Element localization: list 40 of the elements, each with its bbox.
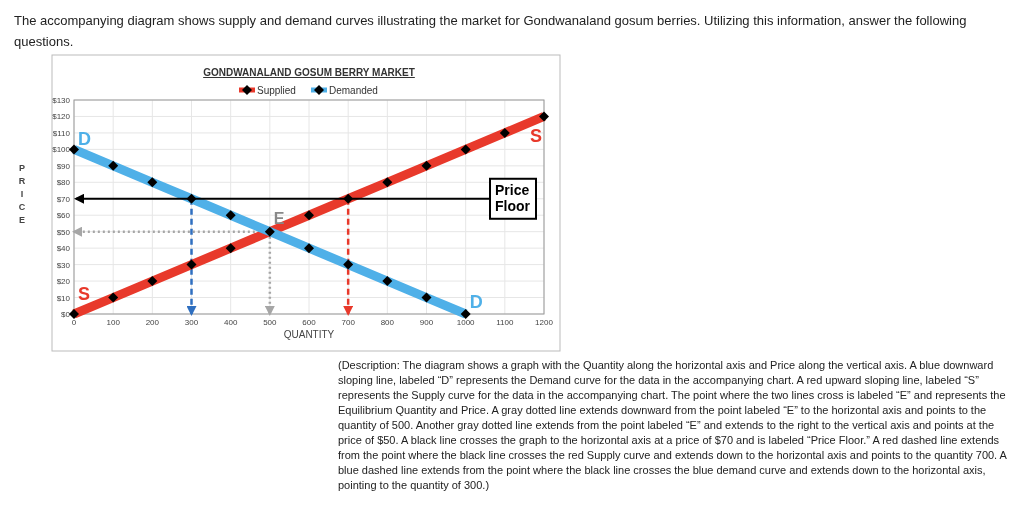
annotation: D bbox=[469, 292, 483, 312]
x-tick-label: 900 bbox=[419, 318, 434, 327]
x-tick-label: 0 bbox=[71, 318, 77, 327]
chart-title: GONDWANALAND GOSUM BERRY MARKET bbox=[203, 67, 415, 78]
x-tick-label: 500 bbox=[263, 318, 278, 327]
y-tick-label: $60 bbox=[56, 211, 71, 221]
y-tick-label: $100 bbox=[52, 145, 71, 155]
y-tick-label: $30 bbox=[56, 260, 71, 270]
y-tick-label: $10 bbox=[56, 293, 71, 303]
y-tick-label: $20 bbox=[56, 277, 71, 287]
x-tick-label: 200 bbox=[145, 318, 160, 327]
annotation: E bbox=[273, 209, 285, 227]
x-tick-label: 1000 bbox=[456, 318, 476, 327]
y-tick-label: $110 bbox=[52, 128, 71, 138]
annotation: S bbox=[529, 126, 542, 147]
x-tick-label: 100 bbox=[106, 318, 121, 327]
x-tick-label: 1100 bbox=[496, 318, 514, 327]
y-tick-label: $70 bbox=[56, 194, 71, 204]
y-tick-label: $120 bbox=[52, 112, 71, 122]
x-tick-label: 600 bbox=[302, 318, 317, 327]
text: The accompanying diagram shows supply and demand curves illustrating the market for Gondwanaland gosum berries. Utilizing this information, answer the following questions. bbox=[14, 12, 968, 51]
legend-label: Supplied bbox=[257, 85, 296, 96]
ref-line-label: Price Floor bbox=[495, 181, 531, 214]
y-tick-label: $130 bbox=[52, 96, 71, 105]
x-tick-label: 400 bbox=[223, 318, 238, 327]
legend-label: Demanded bbox=[329, 85, 378, 96]
annotation: S bbox=[78, 284, 91, 304]
x-tick-label: 800 bbox=[380, 318, 395, 327]
text: (Description: The diagram shows a graph with the Quantity along the horizontal axis and Price along the vertical axis. A blue downward sloping line, labeled “D” represents the Demand curve for the data in the accompanying chart. A red upward sloping line, labeled “S” represents the Supply curve for the data in the accompanying chart. The point where the two lines cross is labeled “E” and represents the Equilibrium Quantity and Price. A gray dotted line extends downward from the point labeled “E” to the horizontal axis and points to the quantity of 500. Another gray dotted line extends from the point labeled “E” and extends to the right to the vertical axis and points at the price of $50. A black line crosses the graph to the horizontal axis at a price of $70 and is labeled “Price Floor.” A red dashed line extends from the point where the black line crosses the red Supply curve and extends down to the horizontal axis and points to the quantity 700. A blue dashed line extends from the point where the black line crosses the blue demand curve and extends down to the horizontal axis, pointing to the quantity of 300.) bbox=[338, 359, 1007, 491]
x-tick-label: 700 bbox=[341, 318, 356, 327]
x-tick-label: 1200 bbox=[535, 318, 554, 327]
y-tick-label: $40 bbox=[56, 244, 71, 254]
x-tick-label: 300 bbox=[184, 318, 199, 327]
y-tick-label: $90 bbox=[56, 161, 71, 171]
annotation: D bbox=[78, 129, 91, 150]
y-tick-label: $50 bbox=[56, 227, 71, 237]
x-axis-title: QUANTITY bbox=[283, 329, 335, 340]
y-axis-title: PRICE bbox=[18, 163, 26, 225]
y-tick-label: $80 bbox=[56, 178, 71, 188]
y-tick-label: $0 bbox=[61, 310, 71, 319]
